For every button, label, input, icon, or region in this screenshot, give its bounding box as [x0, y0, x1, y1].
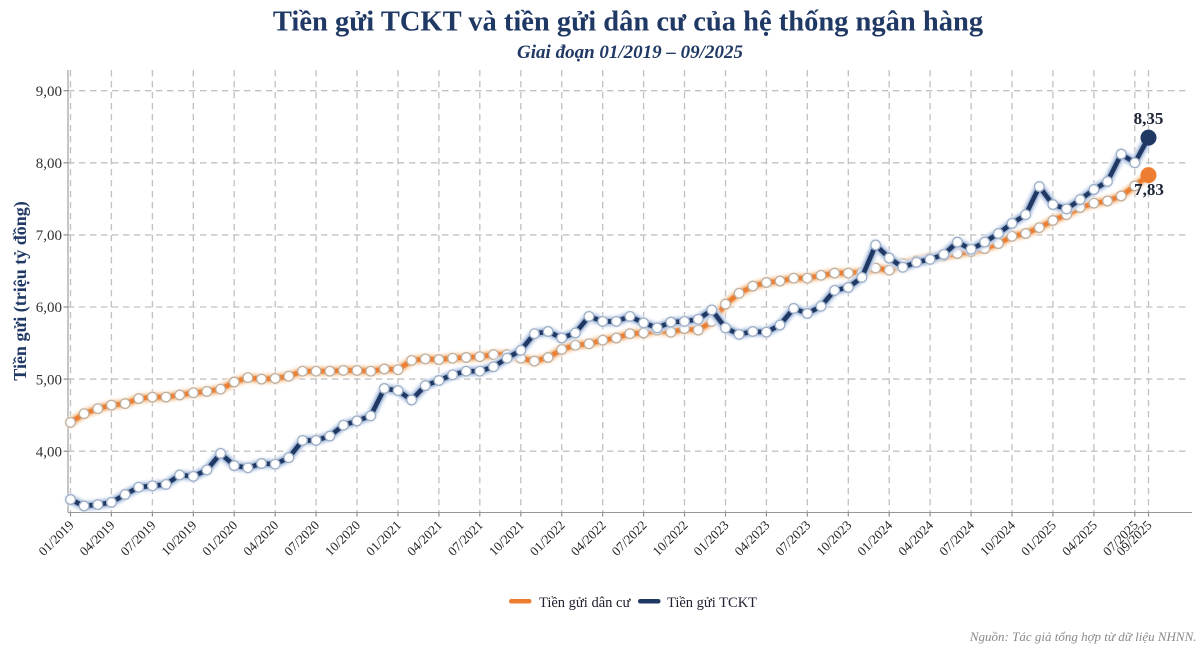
svg-text:9,00: 9,00: [36, 84, 62, 100]
svg-text:8,35: 8,35: [1134, 109, 1164, 128]
svg-text:5,00: 5,00: [36, 372, 62, 388]
svg-text:4,00: 4,00: [36, 444, 62, 460]
svg-text:Tiền gửi TCKT và tiền gửi dân: Tiền gửi TCKT và tiền gửi dân cư của hệ …: [273, 7, 983, 38]
svg-text:8,00: 8,00: [36, 156, 62, 172]
svg-text:Giai đoạn 01/2019 – 09/2025: Giai đoạn 01/2019 – 09/2025: [517, 42, 743, 63]
svg-text:7,83: 7,83: [1134, 180, 1164, 199]
svg-text:6,00: 6,00: [36, 300, 62, 316]
svg-text:Tiền gửi (triệu tỷ đồng): Tiền gửi (triệu tỷ đồng): [10, 201, 31, 380]
svg-text:Tiền gửi dân cư: Tiền gửi dân cư: [539, 595, 631, 611]
svg-text:Nguồn: Tác giả tổng hợp từ dữ: Nguồn: Tác giả tổng hợp từ dữ liệu NHNN.: [969, 629, 1197, 644]
svg-text:Tiền gửi TCKT: Tiền gửi TCKT: [667, 595, 757, 611]
svg-text:7,00: 7,00: [36, 228, 62, 244]
